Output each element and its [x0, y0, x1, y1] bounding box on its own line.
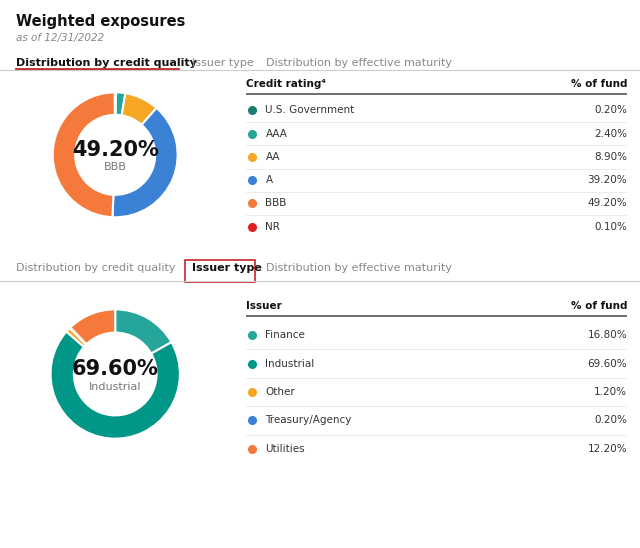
Wedge shape [51, 332, 180, 438]
Text: Weighted exposures: Weighted exposures [16, 14, 186, 28]
Text: 16.80%: 16.80% [588, 330, 627, 340]
Text: 0.10%: 0.10% [595, 222, 627, 232]
Text: 12.20%: 12.20% [588, 444, 627, 454]
Text: Distribution by effective maturity: Distribution by effective maturity [266, 263, 452, 273]
Text: BBB: BBB [104, 162, 127, 172]
Text: 8.90%: 8.90% [594, 152, 627, 162]
Text: NR: NR [266, 222, 280, 232]
Text: % of fund: % of fund [571, 301, 627, 311]
Text: 0.20%: 0.20% [595, 105, 627, 115]
Text: U.S. Government: U.S. Government [266, 105, 355, 115]
Wedge shape [52, 93, 115, 217]
Text: 49.20%: 49.20% [72, 140, 159, 160]
Text: AA: AA [266, 152, 280, 162]
Text: AAA: AAA [266, 129, 287, 139]
Wedge shape [115, 93, 116, 115]
Text: Utilities: Utilities [266, 444, 305, 454]
Text: Distribution by credit quality: Distribution by credit quality [16, 263, 175, 273]
Text: Issuer type: Issuer type [192, 58, 253, 67]
Wedge shape [70, 309, 115, 344]
Text: Industrial: Industrial [89, 382, 141, 392]
Text: Distribution by effective maturity: Distribution by effective maturity [266, 58, 452, 67]
Text: Distribution by credit quality: Distribution by credit quality [16, 58, 197, 67]
Text: Treasury/Agency: Treasury/Agency [266, 415, 352, 425]
Text: % of fund: % of fund [571, 79, 627, 89]
Text: 1.20%: 1.20% [594, 387, 627, 397]
Text: BBB: BBB [266, 198, 287, 208]
Text: as of 12/31/2022: as of 12/31/2022 [16, 33, 104, 43]
Text: Issuer: Issuer [246, 301, 282, 311]
Text: Issuer type: Issuer type [192, 263, 262, 273]
Wedge shape [67, 328, 86, 347]
Text: 39.20%: 39.20% [588, 175, 627, 185]
Wedge shape [122, 93, 157, 125]
Text: 49.20%: 49.20% [588, 198, 627, 208]
Text: Other: Other [266, 387, 295, 397]
Text: 2.40%: 2.40% [594, 129, 627, 139]
Text: A: A [266, 175, 273, 185]
Wedge shape [70, 328, 86, 345]
Text: Credit rating⁴: Credit rating⁴ [246, 79, 326, 89]
Text: Finance: Finance [266, 330, 305, 340]
Wedge shape [113, 108, 178, 217]
Text: 69.60%: 69.60% [588, 358, 627, 369]
Text: Industrial: Industrial [266, 358, 315, 369]
Wedge shape [115, 309, 172, 353]
Text: 0.20%: 0.20% [595, 415, 627, 425]
Text: 69.60%: 69.60% [72, 359, 159, 379]
Wedge shape [116, 93, 125, 116]
